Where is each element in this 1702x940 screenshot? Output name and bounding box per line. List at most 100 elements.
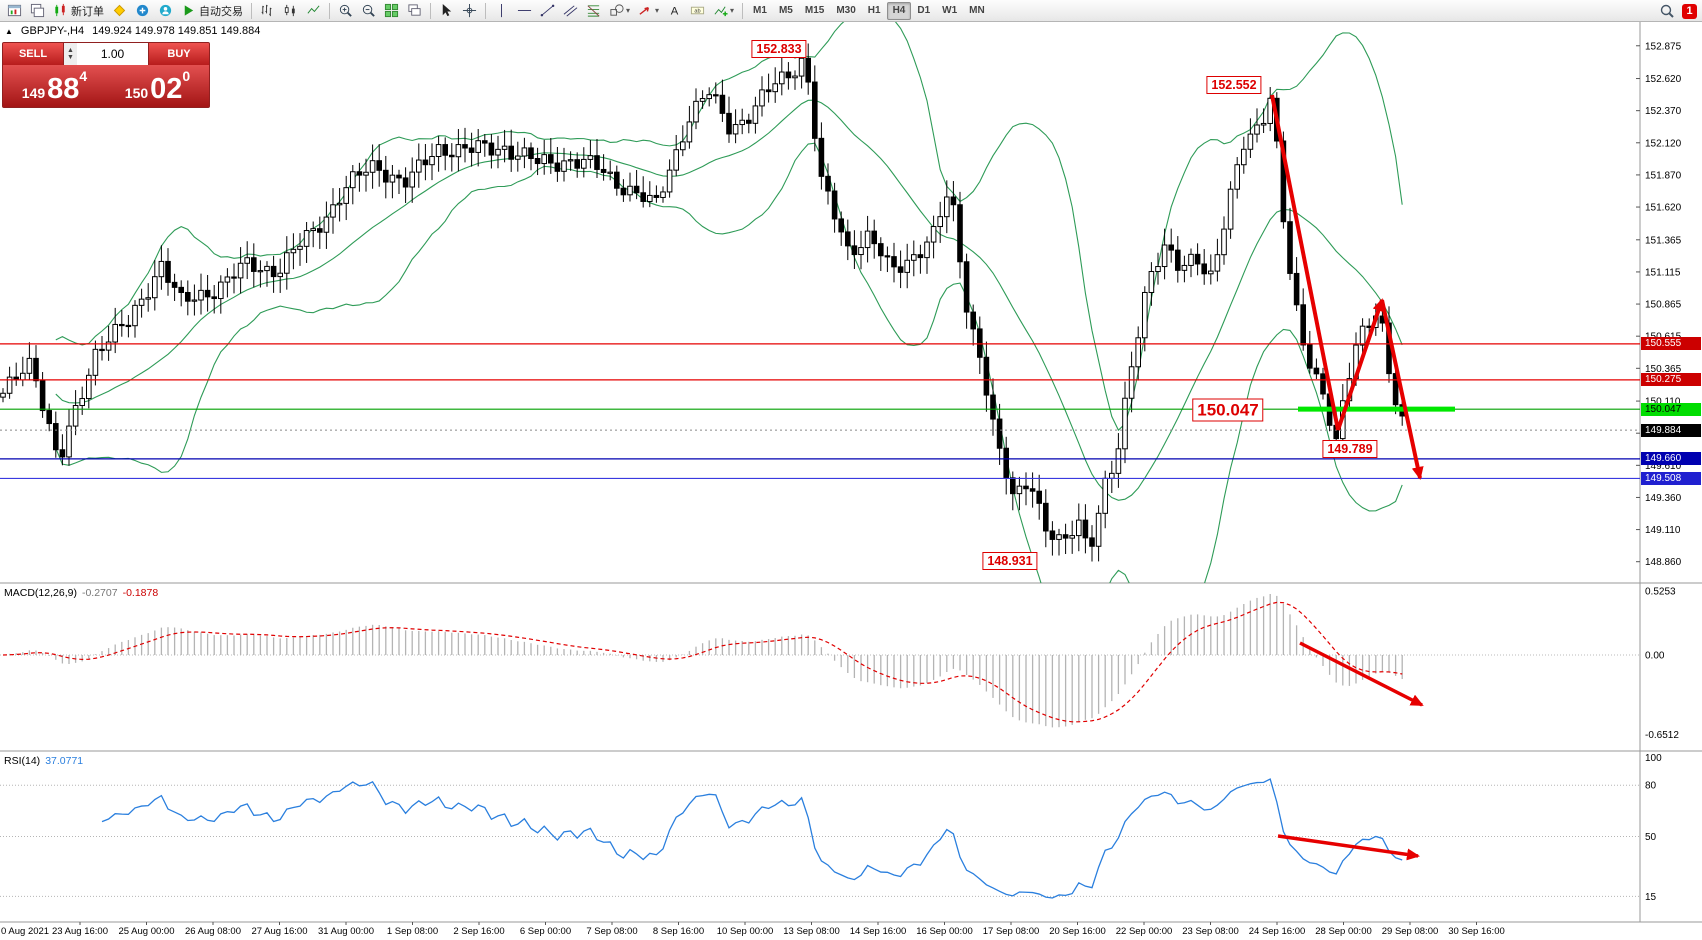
timeframe-d1[interactable]: D1 — [917, 5, 931, 16]
profiles-icon — [30, 3, 45, 18]
svg-text:152.370: 152.370 — [1645, 106, 1682, 117]
zoom-in-icon[interactable] — [334, 1, 357, 21]
text-label-icon[interactable]: ab — [686, 1, 709, 21]
sell-price[interactable]: 149 88 4 — [3, 65, 106, 107]
svg-text:80: 80 — [1645, 781, 1657, 792]
price-annotation[interactable]: 152.552 — [1206, 76, 1262, 94]
toolbar-separator — [329, 2, 330, 19]
svg-text:1 Sep 08:00: 1 Sep 08:00 — [387, 926, 438, 937]
volume-control: ▲ ▼ — [63, 43, 149, 65]
toolbar-right-group: 1 — [1659, 0, 1697, 22]
new-order-icon — [55, 3, 65, 17]
tile-windows-icon[interactable] — [380, 1, 403, 21]
svg-text:152.620: 152.620 — [1645, 74, 1682, 85]
macd-signal-line — [2, 601, 1403, 723]
text-icon[interactable]: A — [663, 1, 686, 21]
cursor-icon[interactable] — [435, 1, 458, 21]
buy-button[interactable]: BUY — [149, 43, 209, 65]
svg-text:-0.6512: -0.6512 — [1645, 730, 1679, 741]
equidistant-channel-icon[interactable] — [559, 1, 582, 21]
macd-trend-arrow[interactable] — [1299, 641, 1424, 707]
svg-text:0 Aug 2021: 0 Aug 2021 — [1, 926, 49, 937]
horizontal-line-icon[interactable] — [513, 1, 536, 21]
timeframe-m5[interactable]: M5 — [778, 5, 793, 16]
toolbar-separator — [430, 2, 431, 19]
svg-text:14 Sep 16:00: 14 Sep 16:00 — [850, 926, 907, 937]
vertical-line-icon[interactable] — [490, 1, 513, 21]
current-price-tag: 149.884 — [1641, 423, 1701, 437]
trendline-icon[interactable] — [536, 1, 559, 21]
sell-button[interactable]: SELL — [3, 43, 63, 65]
bar-chart-icon[interactable] — [256, 1, 279, 21]
notification-badge[interactable]: 1 — [1682, 3, 1697, 19]
indicators-icon[interactable]: ▾ — [709, 1, 738, 21]
trendline-icon — [540, 4, 555, 17]
sell-price-sup: 4 — [79, 68, 88, 84]
timeframe-mn[interactable]: MN — [969, 5, 985, 16]
svg-text:151.620: 151.620 — [1645, 203, 1682, 214]
symbol-marker-icon: ▲ — [5, 26, 13, 36]
crosshair-icon[interactable] — [458, 1, 481, 21]
price-tag-150.275: 150.275 — [1641, 373, 1701, 387]
autotrading-button[interactable]: 自动交易 — [177, 1, 247, 21]
autotrading-icon — [184, 5, 194, 16]
metaeditor-icon — [113, 4, 126, 17]
profiles-icon[interactable] — [26, 1, 49, 21]
market-icon[interactable] — [131, 1, 154, 21]
new-order-button[interactable]: 新订单 — [49, 1, 108, 21]
trend-arrow[interactable] — [1336, 298, 1385, 431]
sell-price-big: 88 — [47, 73, 80, 105]
svg-text:152.875: 152.875 — [1645, 41, 1682, 52]
timeframe-m1[interactable]: M1 — [753, 5, 767, 16]
price-tag-150.555: 150.555 — [1641, 337, 1701, 351]
price-annotation[interactable]: 150.047 — [1192, 398, 1264, 422]
price-annotation[interactable]: 149.789 — [1322, 440, 1378, 458]
svg-text:10 Sep 00:00: 10 Sep 00:00 — [717, 926, 774, 937]
rsi-trend-arrow[interactable] — [1277, 834, 1420, 861]
svg-text:16 Sep 00:00: 16 Sep 00:00 — [916, 926, 973, 937]
shapes-icon[interactable]: ▾ — [605, 1, 634, 21]
svg-text:26 Aug 08:00: 26 Aug 08:00 — [185, 926, 241, 937]
cursor-icon — [442, 3, 452, 17]
search-icon[interactable] — [1659, 3, 1675, 19]
timeframe-w1[interactable]: W1 — [942, 5, 958, 16]
timeframe-h4[interactable]: H4 — [886, 1, 912, 20]
candlestick-chart-icon[interactable] — [279, 1, 302, 21]
price-annotation[interactable]: 152.833 — [751, 40, 807, 58]
trend-arrow[interactable] — [1270, 94, 1340, 431]
svg-text:6 Sep 00:00: 6 Sep 00:00 — [520, 926, 571, 937]
svg-text:7 Sep 08:00: 7 Sep 08:00 — [586, 926, 637, 937]
macd-signal-value: -0.1878 — [122, 587, 159, 599]
new-chart-icon[interactable] — [3, 1, 26, 21]
line-chart-icon — [307, 5, 320, 14]
bollinger-lower — [55, 142, 1403, 583]
timeframe-m15[interactable]: M15 — [804, 5, 825, 16]
price-annotation[interactable]: 148.931 — [982, 552, 1038, 570]
svg-text:149.110: 149.110 — [1645, 525, 1681, 536]
rsi-label: RSI(14) 37.0771 — [4, 755, 83, 767]
volume-input[interactable] — [77, 43, 148, 65]
svg-text:31 Aug 00:00: 31 Aug 00:00 — [318, 926, 374, 937]
price-tag-150.047: 150.047 — [1641, 402, 1701, 416]
buy-price-sup: 0 — [182, 68, 191, 84]
arrows-icon[interactable]: ▾ — [634, 1, 663, 21]
svg-text:17 Sep 08:00: 17 Sep 08:00 — [983, 926, 1040, 937]
timeframe-h1[interactable]: H1 — [867, 5, 881, 16]
trend-arrow[interactable] — [1380, 299, 1424, 480]
timeframe-m30[interactable]: M30 — [836, 5, 856, 16]
zoom-in-icon — [339, 4, 352, 17]
buy-price[interactable]: 150 02 0 — [106, 65, 209, 107]
volume-stepper[interactable]: ▲ ▼ — [64, 43, 77, 65]
fibonacci-icon[interactable] — [582, 1, 605, 21]
line-chart-icon[interactable] — [302, 1, 325, 21]
svg-text:29 Sep 08:00: 29 Sep 08:00 — [1382, 926, 1439, 937]
community-icon[interactable] — [154, 1, 177, 21]
macd-label: MACD(12,26,9) -0.2707 -0.1878 — [4, 587, 158, 599]
zoom-out-icon[interactable] — [357, 1, 380, 21]
svg-text:23 Sep 08:00: 23 Sep 08:00 — [1182, 926, 1239, 937]
candlestick-chart-icon — [284, 4, 295, 17]
metaeditor-icon[interactable] — [108, 1, 131, 21]
auto-arrange-icon[interactable] — [403, 1, 426, 21]
